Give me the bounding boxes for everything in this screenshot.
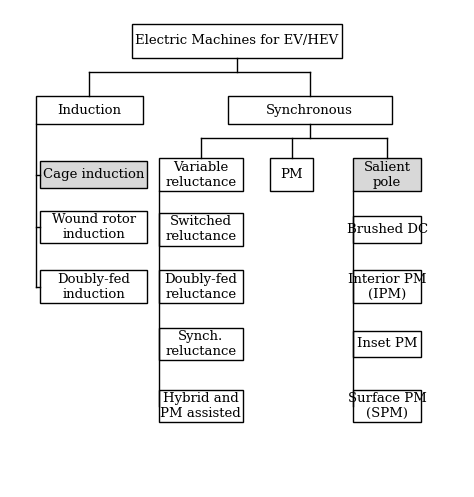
FancyBboxPatch shape <box>353 216 421 243</box>
Text: Doubly-fed
reluctance: Doubly-fed reluctance <box>164 273 237 301</box>
FancyBboxPatch shape <box>158 270 243 303</box>
Text: Doubly-fed
induction: Doubly-fed induction <box>57 273 130 301</box>
Text: Electric Machines for EV/HEV: Electric Machines for EV/HEV <box>136 34 338 47</box>
FancyBboxPatch shape <box>36 96 143 124</box>
FancyBboxPatch shape <box>353 390 421 422</box>
Text: Salient
pole: Salient pole <box>364 161 410 188</box>
Text: PM: PM <box>280 168 303 181</box>
Text: Brushed DC: Brushed DC <box>346 223 428 236</box>
FancyBboxPatch shape <box>158 328 243 360</box>
Text: Wound rotor
induction: Wound rotor induction <box>52 213 136 241</box>
FancyBboxPatch shape <box>40 211 147 243</box>
Text: Switched
reluctance: Switched reluctance <box>165 215 236 244</box>
Text: Inset PM: Inset PM <box>357 337 418 350</box>
Text: Interior PM
(IPM): Interior PM (IPM) <box>348 273 427 301</box>
Text: Cage induction: Cage induction <box>43 168 145 181</box>
FancyBboxPatch shape <box>40 270 147 303</box>
Text: Synchronous: Synchronous <box>266 104 353 117</box>
FancyBboxPatch shape <box>158 390 243 422</box>
FancyBboxPatch shape <box>132 24 342 58</box>
FancyBboxPatch shape <box>353 270 421 303</box>
FancyBboxPatch shape <box>353 159 421 191</box>
Text: Hybrid and
PM assisted: Hybrid and PM assisted <box>160 392 241 420</box>
FancyBboxPatch shape <box>158 159 243 191</box>
FancyBboxPatch shape <box>40 162 147 188</box>
FancyBboxPatch shape <box>270 159 313 191</box>
Text: Synch.
reluctance: Synch. reluctance <box>165 330 236 358</box>
Text: Variable
reluctance: Variable reluctance <box>165 161 236 188</box>
Text: Induction: Induction <box>57 104 121 117</box>
FancyBboxPatch shape <box>353 331 421 357</box>
Text: Surface PM
(SPM): Surface PM (SPM) <box>348 392 427 420</box>
FancyBboxPatch shape <box>228 96 392 124</box>
FancyBboxPatch shape <box>158 213 243 246</box>
